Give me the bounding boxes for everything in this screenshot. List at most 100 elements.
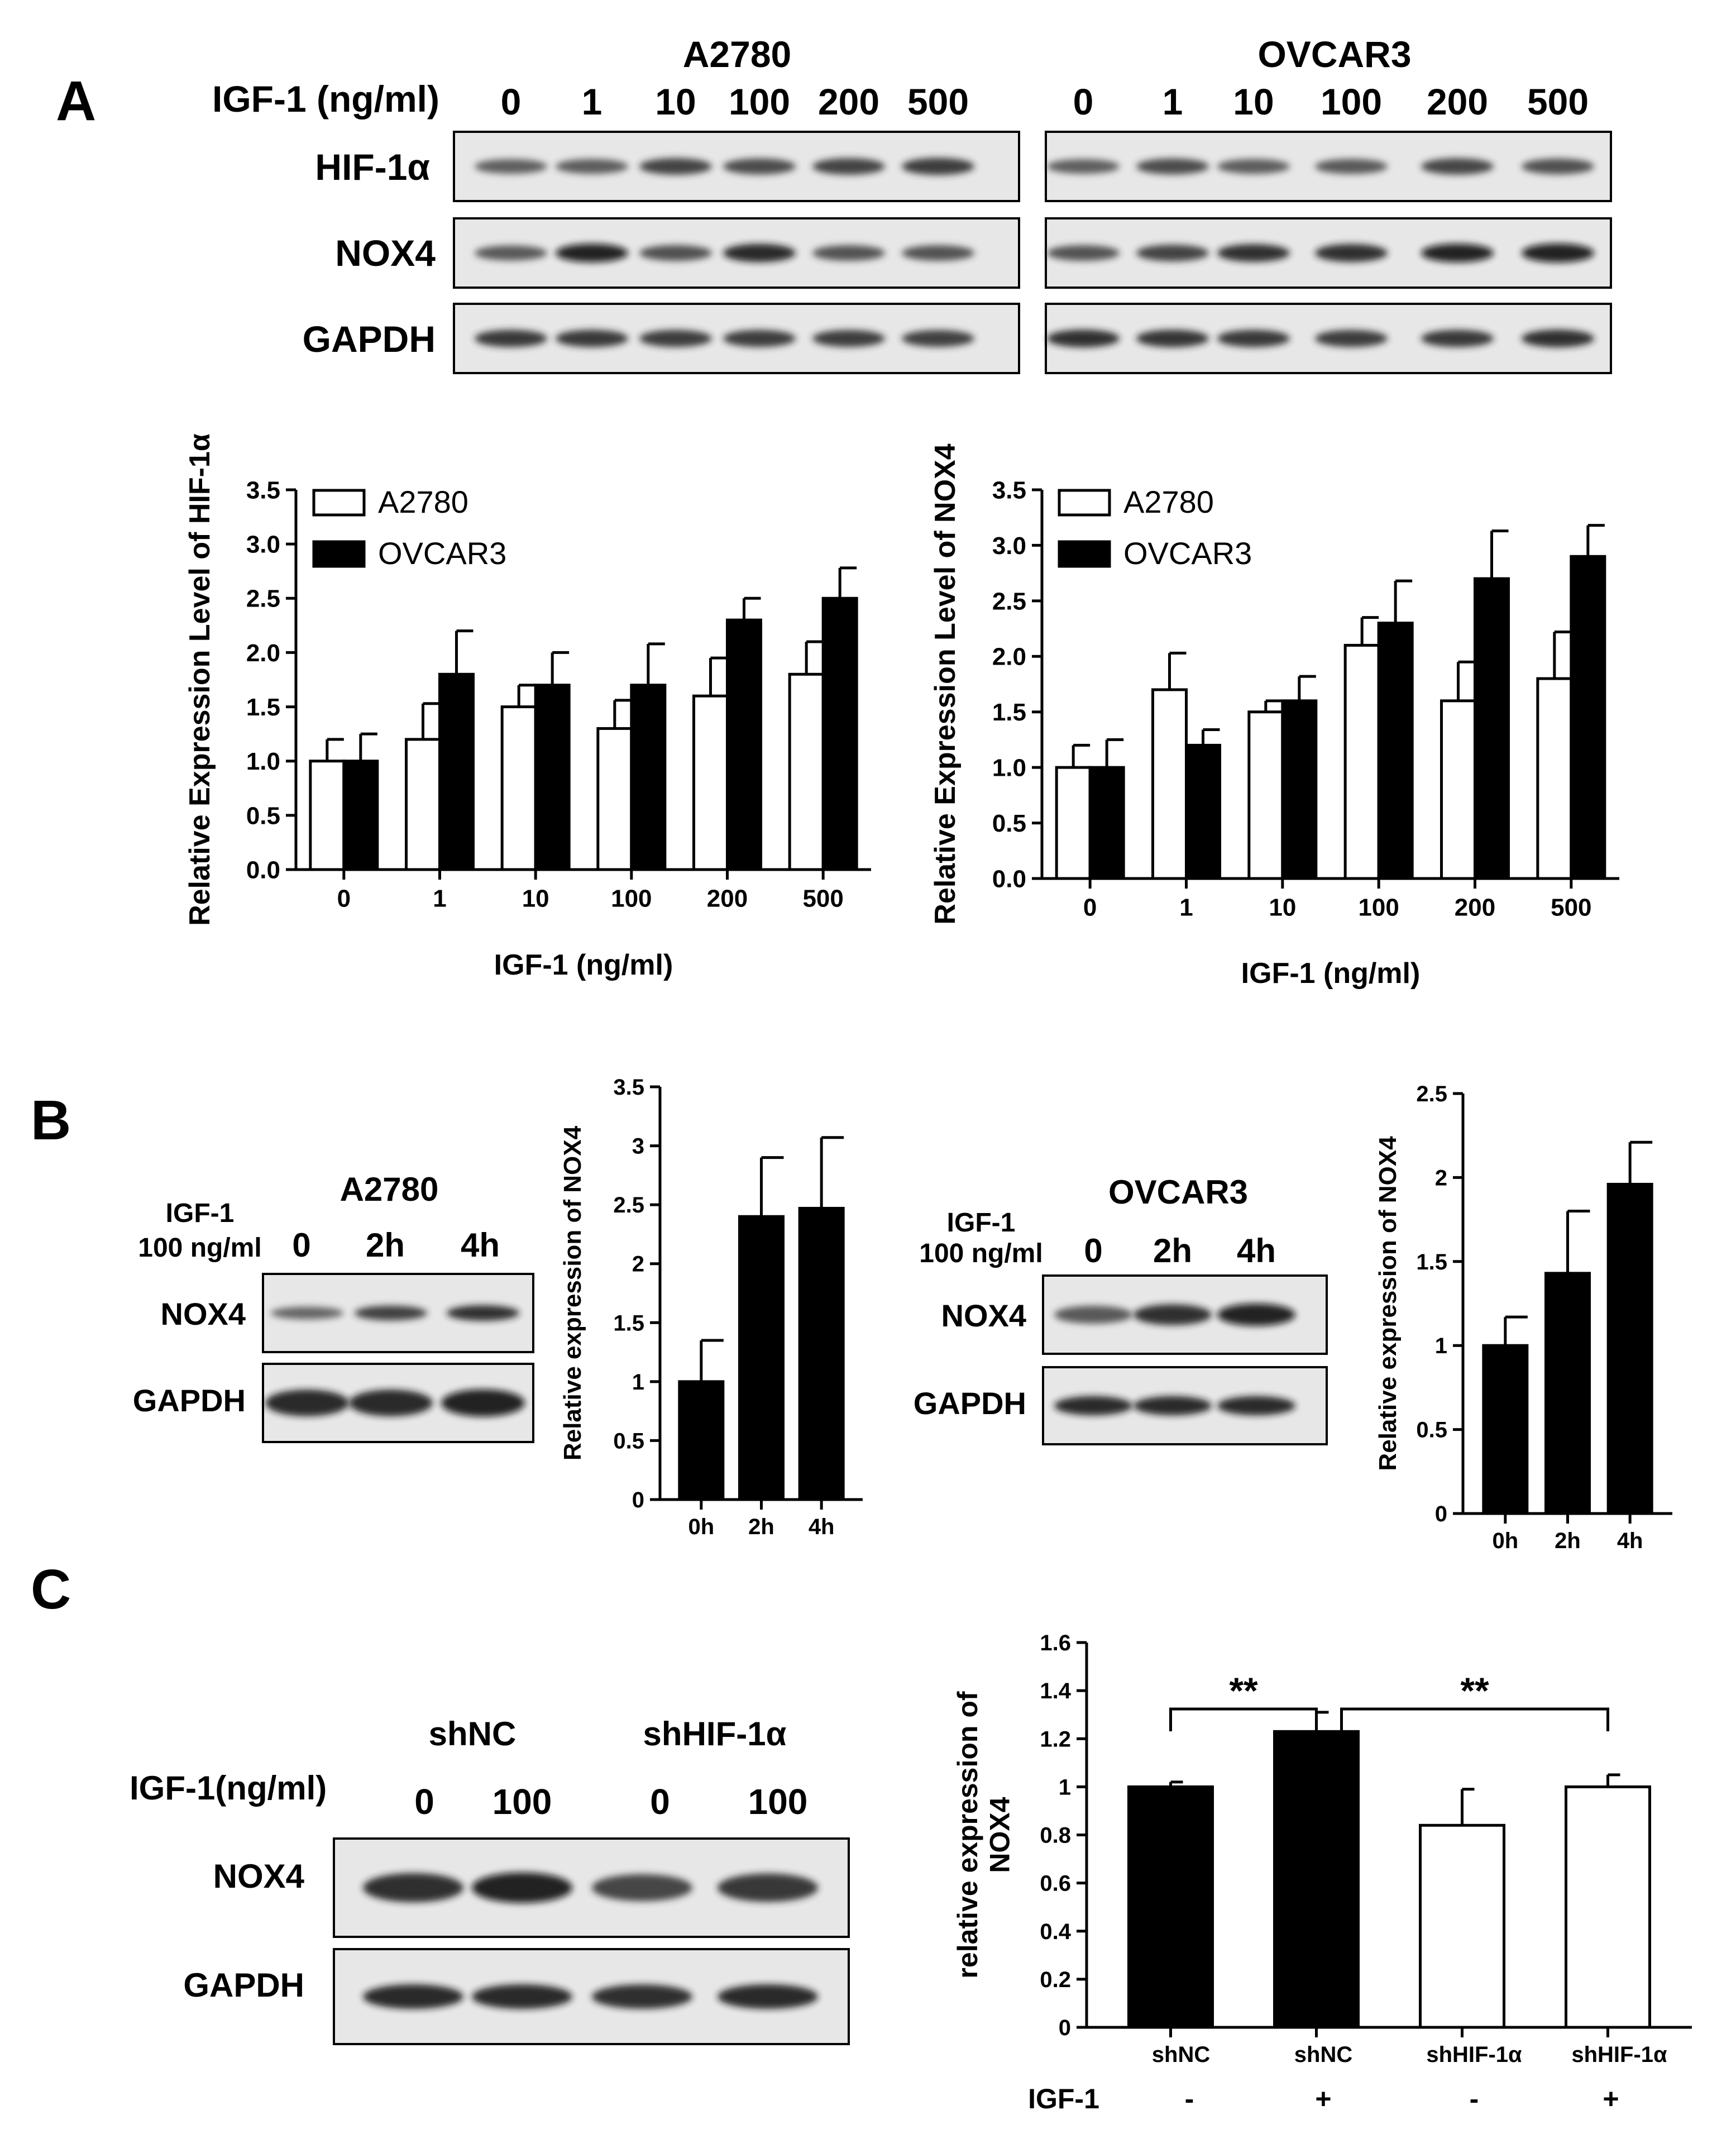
bar-0-0 [309, 760, 346, 871]
blot-c-nox4-band-3 [718, 1873, 818, 1902]
bar-1-5 [821, 596, 858, 871]
blot-a2780-gapdh-band-1 [556, 330, 628, 347]
y-tick-label-0: 0.0 [246, 856, 280, 884]
lane-label-b-a2780-1: 2h [366, 1226, 405, 1264]
lane-label-a2780-2: 10 [655, 81, 696, 122]
bar-0-2 [1247, 710, 1284, 880]
lane-label-ovcar3-5: 500 [1527, 81, 1589, 122]
lane-label-c-2: 0 [650, 1782, 670, 1822]
blot-ovcar3-nox4-band-3 [1315, 244, 1388, 262]
y-tick-label-6: 3 [632, 1134, 644, 1159]
bar-0-1 [405, 738, 441, 871]
y-tick-label-2: 1 [1435, 1334, 1447, 1358]
treatment-label-c: IGF-1(ng/ml) [130, 1769, 327, 1807]
y-axis-label: Relative expression of NOX4 [1374, 1136, 1402, 1471]
western-blot-b-ovcar3 [1042, 1274, 1328, 1445]
x-tick-label-1: 2h [1555, 1529, 1581, 1553]
y-tick-label-6: 1.2 [1040, 1727, 1071, 1751]
y-tick-label-0: 0 [1435, 1502, 1447, 1526]
lane-label-b-ovcar3-2: 4h [1237, 1232, 1276, 1269]
bar-0-3 [1343, 643, 1380, 880]
x-axis-label: IGF-1 (ng/ml) [1241, 957, 1421, 990]
blot-row-label-hif1a: HIF-1α [315, 146, 430, 188]
blot-a2780-hif1a-band-5 [902, 157, 974, 175]
x-tick-label-4: 200 [707, 885, 748, 912]
lane-labels-b-a2780: 0 2h 4h [292, 1226, 500, 1264]
lane-label-b-ovcar3-0: 0 [1084, 1232, 1102, 1269]
panel-letter-b: B [31, 1089, 71, 1152]
bar-1-3 [1377, 622, 1414, 880]
y-tick-label-2: 1.0 [246, 748, 280, 775]
lane-label-b-ovcar3-1: 2h [1153, 1232, 1192, 1269]
blot-b-ovcar3-gapdh-band-1 [1134, 1396, 1212, 1416]
blot-row-label-c-gapdh: GAPDH [183, 1966, 304, 2004]
chart-hif1a-expression: 0.0 0.5 1.0 1.5 2.0 2.5 3.0 3.5 0 1 10 100 200 500 Rel… [184, 433, 871, 981]
group-label-shnc: shNC [429, 1715, 517, 1753]
lane-label-a2780-3: 100 [729, 81, 790, 122]
y-tick-label-1: 0.5 [613, 1429, 644, 1453]
blot-ovcar3-hif1a-band-5 [1522, 158, 1594, 175]
legend-label-0: A2780 [378, 484, 468, 519]
lane-label-c-3: 100 [748, 1782, 808, 1822]
panel-letter-a: A [56, 70, 96, 132]
cell-line-label-a2780: A2780 [683, 34, 792, 75]
cell-line-label-b-ovcar3: OVCAR3 [1108, 1173, 1248, 1211]
blot-a2780-nox4-band-0 [475, 245, 547, 261]
y-axis-label: Relative Expression Level of HIF-1α [184, 433, 216, 926]
blot-row-label-b-nox4: NOX4 [161, 1296, 246, 1331]
blot-b-ovcar3-gapdh-band-0 [1054, 1396, 1132, 1416]
bar-0-0 [1482, 1344, 1529, 1515]
blot-a2780-hif1a-band-3 [723, 158, 796, 175]
bar-1-0 [342, 760, 379, 871]
y-tick-label-4: 0.8 [1040, 1823, 1071, 1848]
y-tick-label-0: 0 [632, 1488, 644, 1512]
lane-label-a2780-4: 200 [818, 81, 879, 122]
lane-label-ovcar3-1: 1 [1163, 81, 1183, 122]
blot-a2780-nox4-band-2 [639, 245, 712, 261]
igf1-state-0: - [1185, 2083, 1194, 2114]
legend-swatch-1 [312, 540, 366, 568]
blot-c-gapdh-band-1 [472, 1984, 572, 2009]
y-tick-label-7: 1.4 [1040, 1679, 1071, 1703]
bar-0-0 [1127, 1785, 1214, 2029]
blot-ovcar3-nox4-band-2 [1217, 244, 1290, 262]
lane-label-a2780-5: 500 [907, 81, 969, 122]
blot-a2780-hif1a-band-1 [556, 159, 628, 174]
y-tick-label-0: 0.0 [992, 865, 1026, 892]
bar-1-1 [438, 672, 475, 871]
y-tick-label-5: 1 [1059, 1775, 1071, 1799]
blot-b-a2780-gapdh-band-2 [441, 1389, 525, 1417]
western-blot-a2780 [453, 131, 1020, 374]
blot-row-label-nox4: NOX4 [335, 232, 436, 274]
blot-b-a2780-nox4-band-1 [355, 1305, 427, 1321]
blot-b-a2780-nox4-band-2 [447, 1305, 519, 1321]
blot-b-a2780-nox4-band-0 [271, 1306, 343, 1320]
chart-c-nox4: 0 0.2 0.4 0.6 0.8 1 1.2 1.4 1.6 shNC shNC shHIF-1α s… [952, 1631, 1692, 2114]
y-axis-label-line2: NOX4 [984, 1797, 1016, 1873]
cell-line-label-b-a2780: A2780 [340, 1171, 439, 1208]
treatment-label-igf1: IGF-1 (ng/ml) [212, 78, 439, 120]
blot-ovcar3-gapdh-band-3 [1315, 330, 1388, 347]
treatment-label-b-ovcar3-line2: 100 ng/ml [919, 1239, 1042, 1268]
x-axis-label: IGF-1 (ng/ml) [494, 949, 673, 981]
bar-0-2 [1606, 1182, 1653, 1515]
blot-ovcar3-gapdh-band-5 [1522, 330, 1594, 347]
bar-1-5 [1570, 555, 1606, 880]
y-tick-label-7: 3.5 [613, 1075, 644, 1100]
lane-labels-c: 0 100 0 100 [414, 1782, 807, 1822]
blot-c-nox4-band-2 [592, 1874, 692, 1902]
bar-0-4 [692, 694, 729, 871]
y-tick-label-7: 3.5 [992, 476, 1026, 504]
y-tick-label-5: 2.5 [613, 1193, 644, 1218]
igf1-state-3: + [1603, 2083, 1619, 2114]
blot-row-label-b-gapdh: GAPDH [133, 1383, 246, 1418]
western-blot-ovcar3 [1045, 131, 1612, 374]
blot-row-label-b2-nox4: NOX4 [941, 1298, 1027, 1333]
y-tick-label-3: 0.6 [1040, 1872, 1071, 1896]
bar-0-5 [788, 672, 825, 871]
blot-c-gapdh-band-0 [363, 1984, 463, 2009]
y-tick-label-6: 3.0 [246, 531, 280, 558]
blot-ovcar3-hif1a-band-1 [1136, 158, 1209, 175]
panel-a-blots: A2780 OVCAR3 IGF-1 (ng/ml) 0 1 10 100 200 500… [212, 34, 1612, 374]
blot-ovcar3-nox4-band-1 [1136, 245, 1209, 261]
